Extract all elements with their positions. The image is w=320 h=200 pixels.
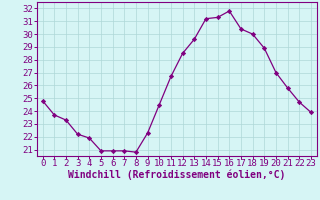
X-axis label: Windchill (Refroidissement éolien,°C): Windchill (Refroidissement éolien,°C) — [68, 170, 285, 180]
